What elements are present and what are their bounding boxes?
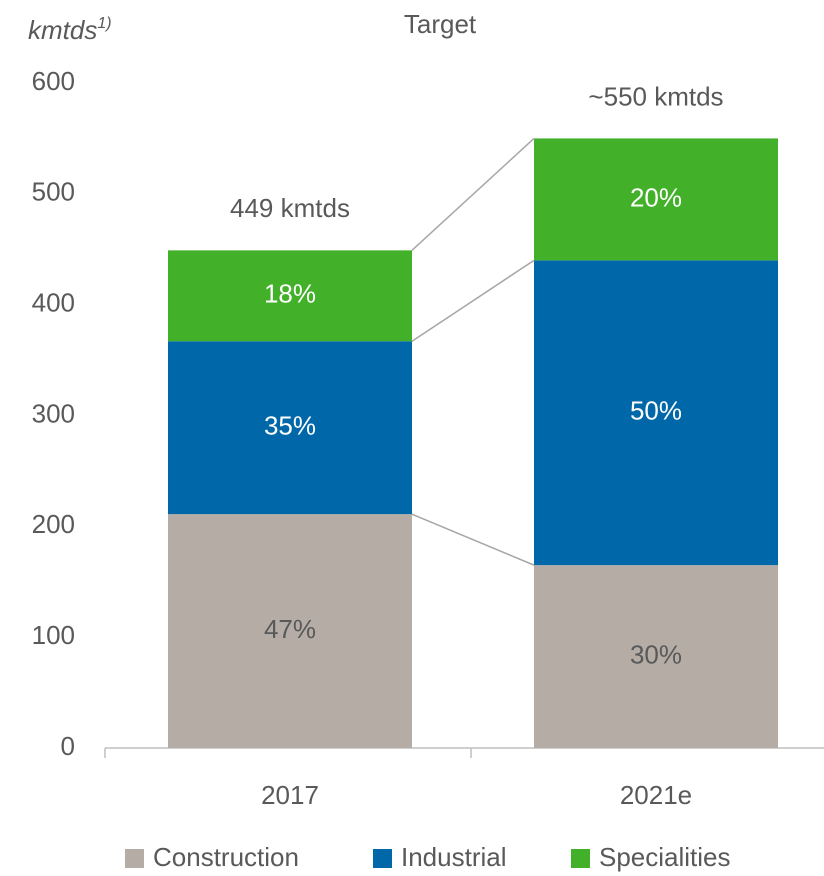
- legend-label: Specialities: [599, 842, 731, 872]
- data-label: 18%: [264, 279, 316, 309]
- y-tick-label: 500: [32, 177, 75, 207]
- data-label: 50%: [630, 396, 682, 426]
- legend-label: Construction: [153, 842, 299, 872]
- bar-segment: [168, 341, 412, 515]
- y-tick-label: 300: [32, 398, 75, 428]
- legend-swatch: [125, 849, 144, 868]
- y-tick-label: 200: [32, 509, 75, 539]
- bar-segment: [534, 565, 778, 748]
- y-axis-note: 1): [97, 15, 111, 32]
- data-label: 30%: [630, 639, 682, 669]
- legend-swatch: [571, 849, 590, 868]
- total-label: 449 kmtds: [230, 193, 350, 223]
- bar-segment: [168, 250, 412, 342]
- total-label: ~550 kmtds: [588, 81, 723, 111]
- x-tick-label: 2021e: [620, 780, 692, 810]
- chart-title: Target: [404, 9, 477, 39]
- y-tick-label: 100: [32, 620, 75, 650]
- connector-line: [411, 513, 535, 566]
- data-label: 20%: [630, 182, 682, 212]
- connector-line: [411, 137, 535, 251]
- y-tick-label: 400: [32, 288, 75, 318]
- bar-segment: [168, 514, 412, 748]
- x-tick-label: 2017: [261, 780, 319, 810]
- bar-segment: [534, 260, 778, 566]
- connector-line: [411, 259, 535, 342]
- y-tick-label: 0: [61, 731, 75, 761]
- y-tick-label: 600: [32, 66, 75, 96]
- y-axis-unit: kmtds: [28, 15, 97, 45]
- bar-segment: [534, 138, 778, 261]
- legend-swatch: [373, 849, 392, 868]
- legend-label: Industrial: [401, 842, 507, 872]
- data-label: 47%: [264, 614, 316, 644]
- y-axis-label: kmtds1): [28, 15, 112, 45]
- data-label: 35%: [264, 411, 316, 441]
